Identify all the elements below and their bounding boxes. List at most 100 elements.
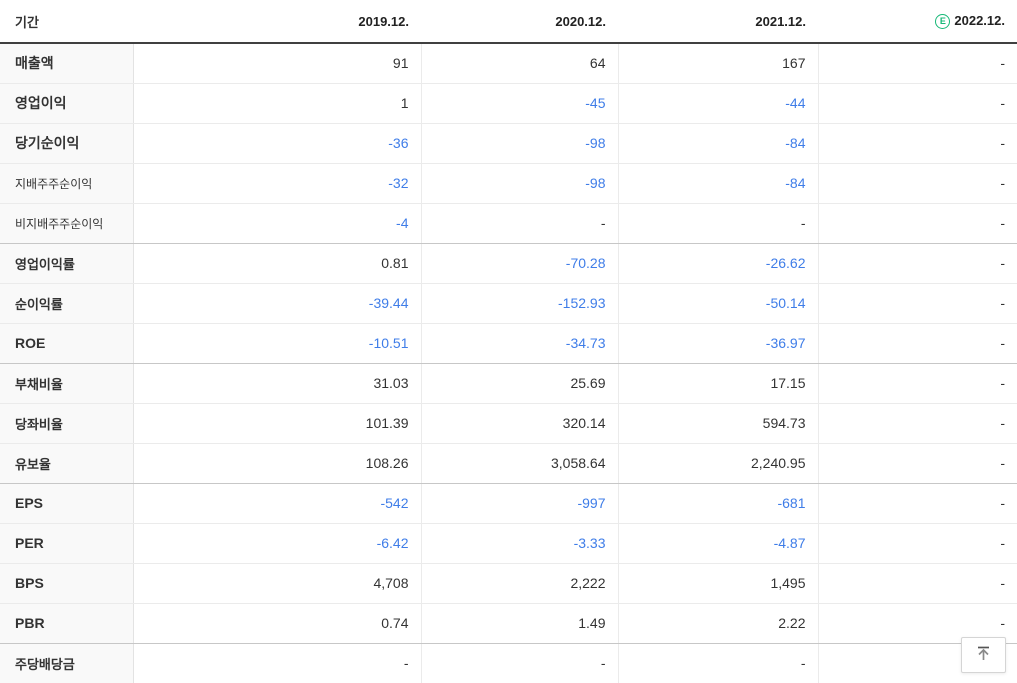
cell-value: -152.93 xyxy=(421,283,619,324)
cell-value: 167 xyxy=(618,43,819,84)
cell-value: -36.97 xyxy=(618,323,819,364)
cell-value: - xyxy=(818,403,1017,444)
row-label-non-controlling-interest-income: 비지배주주순이익 xyxy=(0,203,134,244)
table-row: 당좌비율 101.39 320.14 594.73 - xyxy=(0,403,1017,444)
cell-value: - xyxy=(818,523,1017,564)
cell-value: -32 xyxy=(133,163,422,204)
table-row: 지배주주순이익 -32 -98 -84 - xyxy=(0,163,1017,204)
table-row: ROE -10.51 -34.73 -36.97 - xyxy=(0,323,1017,364)
cell-value: - xyxy=(618,203,819,244)
table-row: 영업이익률 0.81 -70.28 -26.62 - xyxy=(0,243,1017,284)
table-row: 영업이익 1 -45 -44 - xyxy=(0,83,1017,124)
cell-value: - xyxy=(818,83,1017,124)
cell-value: - xyxy=(133,643,422,683)
row-label-bps: BPS xyxy=(0,563,134,604)
cell-value: 320.14 xyxy=(421,403,619,444)
cell-value: - xyxy=(818,283,1017,324)
table-row: 유보율 108.26 3,058.64 2,240.95 - xyxy=(0,443,1017,484)
cell-value: - xyxy=(818,203,1017,244)
cell-value: 0.81 xyxy=(133,243,422,284)
cell-value: -10.51 xyxy=(133,323,422,364)
cell-value: -45 xyxy=(421,83,619,124)
table-row: 주당배당금 - - - - xyxy=(0,643,1017,683)
row-label-debt-ratio: 부채비율 xyxy=(0,363,134,404)
table-row: 매출액 91 64 167 - xyxy=(0,43,1017,84)
cell-value: - xyxy=(818,323,1017,364)
cell-value: 25.69 xyxy=(421,363,619,404)
cell-value: - xyxy=(818,163,1017,204)
cell-value: 2,222 xyxy=(421,563,619,604)
cell-value: -84 xyxy=(618,123,819,164)
column-header-2019: 2019.12. xyxy=(133,0,421,44)
cell-value: -50.14 xyxy=(618,283,819,324)
table-row: PBR 0.74 1.49 2.22 - xyxy=(0,603,1017,644)
cell-value: 3,058.64 xyxy=(421,443,619,484)
row-label-roe: ROE xyxy=(0,323,134,364)
cell-value: 4,708 xyxy=(133,563,422,604)
cell-value: - xyxy=(818,123,1017,164)
table-row: EPS -542 -997 -681 - xyxy=(0,483,1017,524)
cell-value: 31.03 xyxy=(133,363,422,404)
row-label-per: PER xyxy=(0,523,134,564)
period-column-header: 기간 xyxy=(0,0,133,44)
cell-value: -44 xyxy=(618,83,819,124)
cell-value: -39.44 xyxy=(133,283,422,324)
cell-value: -98 xyxy=(421,123,619,164)
column-header-2021: 2021.12. xyxy=(618,0,818,44)
row-label-operating-profit: 영업이익 xyxy=(0,83,134,124)
cell-value: -70.28 xyxy=(421,243,619,284)
cell-value: -542 xyxy=(133,483,422,524)
row-label-operating-margin: 영업이익률 xyxy=(0,243,134,284)
cell-value: -36 xyxy=(133,123,422,164)
table-row: 비지배주주순이익 -4 - - - xyxy=(0,203,1017,244)
cell-value: - xyxy=(818,363,1017,404)
table-row: 당기순이익 -36 -98 -84 - xyxy=(0,123,1017,164)
cell-value: -84 xyxy=(618,163,819,204)
cell-value: 2,240.95 xyxy=(618,443,819,484)
cell-value: -3.33 xyxy=(421,523,619,564)
scroll-to-top-button[interactable] xyxy=(961,637,1006,673)
column-header-2022-estimate: E 2022.12. xyxy=(818,0,1017,44)
row-label-net-margin: 순이익률 xyxy=(0,283,134,324)
cell-value: - xyxy=(818,443,1017,484)
table-row: 부채비율 31.03 25.69 17.15 - xyxy=(0,363,1017,404)
column-header-2020: 2020.12. xyxy=(421,0,618,44)
row-label-revenue: 매출액 xyxy=(0,43,134,84)
estimate-circle-e-icon: E xyxy=(935,14,951,29)
row-label-pbr: PBR xyxy=(0,603,134,644)
cell-value: 1,495 xyxy=(618,563,819,604)
row-label-dividend-per-share: 주당배당금 xyxy=(0,643,134,683)
cell-value: -26.62 xyxy=(618,243,819,284)
cell-value: 17.15 xyxy=(618,363,819,404)
row-label-quick-ratio: 당좌비율 xyxy=(0,403,134,444)
cell-value: - xyxy=(818,563,1017,604)
cell-value: -997 xyxy=(421,483,619,524)
cell-value: 1 xyxy=(133,83,422,124)
row-label-retention-ratio: 유보율 xyxy=(0,443,134,484)
row-label-controlling-interest-income: 지배주주순이익 xyxy=(0,163,134,204)
cell-value: - xyxy=(818,603,1017,644)
row-label-eps: EPS xyxy=(0,483,134,524)
row-label-net-income: 당기순이익 xyxy=(0,123,134,164)
cell-value: 594.73 xyxy=(618,403,819,444)
cell-value: -98 xyxy=(421,163,619,204)
cell-value: 108.26 xyxy=(133,443,422,484)
cell-value: -6.42 xyxy=(133,523,422,564)
table-row: BPS 4,708 2,222 1,495 - xyxy=(0,563,1017,604)
table-row: 순이익률 -39.44 -152.93 -50.14 - xyxy=(0,283,1017,324)
cell-value: - xyxy=(421,643,619,683)
cell-value: 1.49 xyxy=(421,603,619,644)
cell-value: - xyxy=(818,243,1017,284)
cell-value: - xyxy=(618,643,819,683)
cell-value: 64 xyxy=(421,43,619,84)
cell-value: -4.87 xyxy=(618,523,819,564)
header-row: 기간 2019.12. 2020.12. 2021.12. E 2022.12. xyxy=(0,0,1017,44)
cell-value: - xyxy=(818,483,1017,524)
cell-value: -4 xyxy=(133,203,422,244)
column-header-label: 2022.12. xyxy=(954,13,1005,28)
cell-value: -681 xyxy=(618,483,819,524)
cell-value: 0.74 xyxy=(133,603,422,644)
arrow-up-to-top-icon xyxy=(974,644,993,666)
